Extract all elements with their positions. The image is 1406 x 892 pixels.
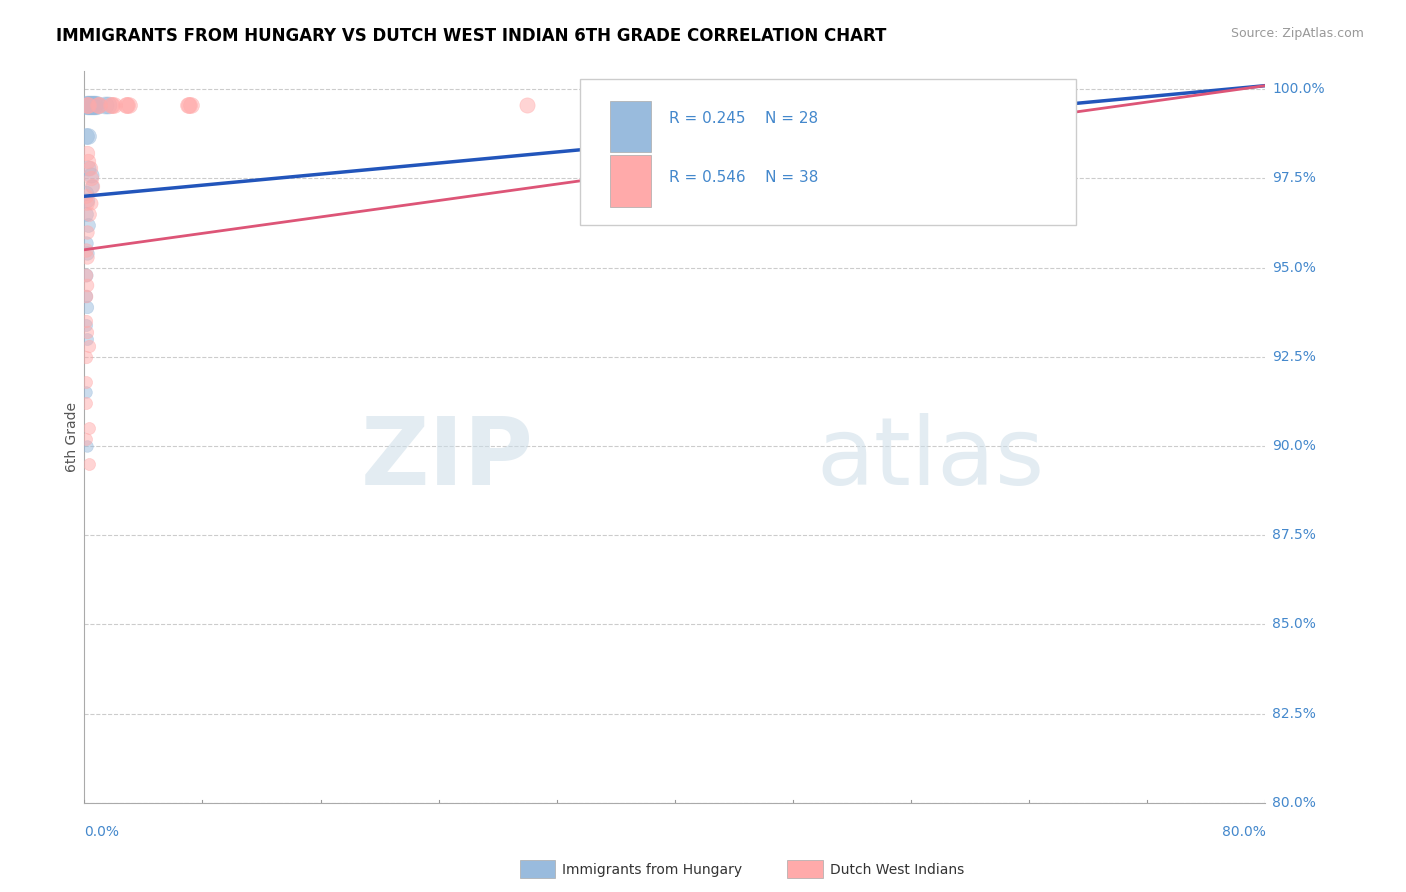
Point	[115, 98, 138, 112]
Text: Immigrants from Hungary: Immigrants from Hungary	[562, 863, 742, 877]
Point	[86, 98, 108, 112]
Text: ZIP: ZIP	[360, 413, 533, 505]
Point	[77, 161, 100, 175]
Text: Source: ZipAtlas.com: Source: ZipAtlas.com	[1230, 27, 1364, 40]
Point	[177, 98, 200, 112]
Text: 90.0%: 90.0%	[1272, 439, 1316, 453]
Point	[80, 171, 103, 186]
Text: 95.0%: 95.0%	[1272, 260, 1316, 275]
Point	[75, 243, 97, 257]
Text: atlas: atlas	[817, 413, 1045, 505]
Point	[76, 146, 98, 161]
Text: Dutch West Indians: Dutch West Indians	[830, 863, 963, 877]
Point	[664, 98, 686, 112]
Point	[75, 396, 97, 410]
Point	[77, 421, 100, 435]
Text: 87.5%: 87.5%	[1272, 528, 1316, 542]
Point	[75, 268, 97, 282]
Point	[75, 289, 97, 303]
Text: 100.0%: 100.0%	[1272, 82, 1324, 96]
Point	[75, 289, 97, 303]
Point	[76, 332, 98, 346]
Text: 80.0%: 80.0%	[1222, 825, 1265, 839]
Point	[114, 98, 136, 112]
Point	[80, 168, 103, 182]
Text: R = 0.245    N = 28: R = 0.245 N = 28	[669, 112, 818, 127]
Point	[77, 98, 100, 112]
Text: 0.0%: 0.0%	[84, 825, 120, 839]
Point	[77, 339, 100, 353]
Point	[100, 98, 122, 112]
Point	[76, 325, 98, 339]
Point	[75, 432, 97, 446]
Text: 92.5%: 92.5%	[1272, 350, 1316, 364]
Point	[75, 186, 97, 200]
Point	[75, 375, 97, 389]
Point	[76, 98, 98, 112]
Bar	[610, 155, 651, 207]
Point	[75, 268, 97, 282]
Point	[77, 457, 100, 471]
Point	[76, 439, 98, 453]
Point	[82, 178, 104, 193]
Text: IMMIGRANTS FROM HUNGARY VS DUTCH WEST INDIAN 6TH GRADE CORRELATION CHART: IMMIGRANTS FROM HUNGARY VS DUTCH WEST IN…	[56, 27, 887, 45]
Text: 82.5%: 82.5%	[1272, 706, 1316, 721]
Point	[77, 153, 100, 168]
Bar	[610, 101, 651, 152]
Point	[180, 98, 202, 112]
Point	[76, 246, 98, 260]
Point	[76, 196, 98, 211]
Point	[80, 178, 103, 193]
Point	[84, 98, 107, 112]
Point	[76, 98, 98, 112]
Point	[77, 98, 100, 112]
Point	[80, 196, 103, 211]
Point	[179, 98, 201, 112]
Text: R = 0.546    N = 38: R = 0.546 N = 38	[669, 169, 818, 185]
Point	[75, 350, 97, 364]
Point	[516, 98, 538, 112]
Point	[75, 189, 97, 203]
Point	[75, 207, 97, 221]
Point	[97, 98, 120, 112]
Text: 85.0%: 85.0%	[1272, 617, 1316, 632]
Point	[80, 98, 103, 112]
Text: 97.5%: 97.5%	[1272, 171, 1316, 186]
Point	[82, 98, 104, 112]
Y-axis label: 6th Grade: 6th Grade	[65, 402, 79, 472]
Point	[75, 314, 97, 328]
Point	[87, 98, 111, 112]
Point	[75, 385, 97, 400]
Point	[75, 235, 97, 250]
Point	[79, 98, 101, 112]
Point	[94, 98, 117, 112]
FancyBboxPatch shape	[581, 78, 1077, 225]
Point	[79, 161, 101, 175]
Point	[76, 193, 98, 207]
Point	[76, 300, 98, 314]
Text: 80.0%: 80.0%	[1272, 796, 1316, 810]
Point	[75, 318, 97, 332]
Point	[83, 98, 105, 112]
Point	[76, 250, 98, 264]
Point	[77, 207, 100, 221]
Point	[76, 225, 98, 239]
Point	[101, 98, 124, 112]
Point	[75, 128, 97, 143]
Point	[76, 128, 98, 143]
Point	[76, 278, 98, 293]
Point	[76, 218, 98, 232]
Point	[118, 98, 141, 112]
Point	[103, 98, 125, 112]
